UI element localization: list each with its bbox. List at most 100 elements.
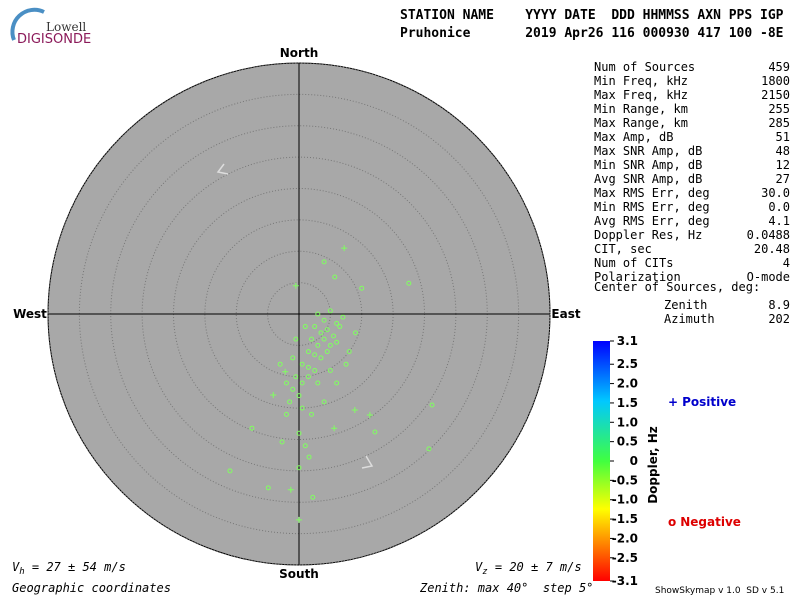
source-point: [334, 320, 340, 326]
legend-name: Positive: [682, 395, 736, 409]
source-point: [290, 355, 296, 361]
source-point: [334, 339, 340, 345]
source-point: [315, 342, 321, 348]
source-point: [292, 282, 299, 289]
stat-value: 202: [768, 312, 790, 326]
source-point: [265, 485, 271, 491]
source-point: [293, 336, 299, 342]
source-point: [426, 446, 432, 452]
stat-label: Doppler Res, Hz: [594, 228, 702, 242]
stat-value: O-mode: [747, 270, 790, 284]
vh-text: Vh = 27 ± 54 m/s: [12, 560, 126, 577]
source-point: [327, 367, 333, 373]
stat-value: 12: [776, 158, 790, 172]
stat-label: Min Freq, kHz: [594, 74, 688, 88]
stat-value: 255: [768, 102, 790, 116]
source-point: [346, 349, 352, 355]
source-point: [315, 311, 321, 317]
stat-value: 285: [768, 116, 790, 130]
source-point: [277, 361, 283, 367]
header-values: Pruhonice 2019 Apr26 116 000930 417 100 …: [400, 26, 784, 41]
direction-label: North: [280, 46, 318, 60]
source-point: [312, 324, 318, 330]
stat-value: 8.9: [768, 298, 790, 312]
source-point: [302, 443, 308, 449]
stat-label: Zenith: [664, 298, 707, 312]
legend-name: Negative: [680, 515, 741, 529]
stat-label: Min SNR Amp, dB: [594, 158, 702, 172]
colorbar-tick-label: -1.5: [612, 512, 638, 526]
colorbar-tick-label: 2.0: [617, 377, 638, 391]
stat-value: 0.0: [768, 200, 790, 214]
source-point: [372, 429, 378, 435]
stat-value: 30.0: [761, 186, 790, 200]
source-point: [343, 361, 349, 367]
source-point: [305, 364, 311, 370]
logo-swoosh: [10, 7, 45, 41]
source-point: [341, 245, 348, 252]
source-point: [315, 380, 321, 386]
source-point: [312, 367, 318, 373]
source-point: [309, 336, 315, 342]
direction-label: East: [551, 307, 580, 321]
colorbar-tick-label: 0.5: [617, 435, 638, 449]
stat-label: Max RMS Err, deg: [594, 186, 710, 200]
colorbar-tick-label: -0.5: [612, 473, 638, 487]
legend-marker: +: [668, 395, 678, 409]
stat-label: Avg SNR Amp, dB: [594, 172, 702, 186]
source-point: [310, 494, 316, 500]
source-point: [299, 361, 305, 367]
colorbar-tick-label: 2.5: [617, 357, 638, 371]
source-point: [351, 407, 358, 414]
stat-label: CIT, sec: [594, 242, 652, 256]
source-point: [302, 324, 308, 330]
colorbar-tick-label: 1.5: [617, 396, 638, 410]
source-point: [327, 342, 333, 348]
source-point: [331, 333, 337, 339]
direction-label: South: [279, 567, 319, 581]
stat-value: 4: [783, 256, 790, 270]
stat-value: 0.0488: [747, 228, 790, 242]
stat-value: 48: [776, 144, 790, 158]
stat-value: 2150: [761, 88, 790, 102]
source-point: [270, 391, 277, 398]
stat-label: Max Freq, kHz: [594, 88, 688, 102]
source-point: [318, 355, 324, 361]
marker-glyph: [216, 163, 229, 175]
coords-text: Geographic coordinates: [12, 581, 171, 595]
stat-label: Num of Sources: [594, 60, 695, 74]
source-point: [296, 516, 302, 523]
source-point: [287, 486, 294, 493]
source-point: [321, 336, 327, 342]
stat-label: Azimuth: [664, 312, 715, 326]
source-point: [324, 349, 330, 355]
stat-label: Max SNR Amp, dB: [594, 144, 702, 158]
source-point: [296, 430, 302, 436]
source-point: [299, 380, 305, 386]
stat-label: Max Amp, dB: [594, 130, 673, 144]
source-point: [321, 399, 327, 405]
stat-value: 51: [776, 130, 790, 144]
source-point: [334, 380, 340, 386]
colorbar-label: Doppler, Hz: [646, 426, 660, 504]
source-point: [352, 330, 358, 336]
stat-value: 4.1: [768, 214, 790, 228]
source-point: [287, 399, 293, 405]
source-point: [279, 439, 285, 445]
stat-label: Max Range, km: [594, 116, 688, 130]
source-point: [332, 274, 338, 280]
colorbar-tick-label: 0: [630, 454, 638, 468]
colorbar-tick-label: -2.0: [612, 531, 638, 545]
source-point: [321, 259, 327, 265]
colorbar-tick-label: -1.0: [612, 493, 638, 507]
colorbar: [593, 341, 610, 581]
source-point: [337, 324, 343, 330]
source-point: [359, 285, 365, 291]
source-point: [309, 411, 315, 417]
source-point: [366, 412, 373, 419]
colorbar-tick-label: 3.1: [617, 334, 638, 348]
legend-marker: o: [668, 515, 676, 529]
source-point: [312, 352, 318, 358]
stat-label: Min RMS Err, deg: [594, 200, 710, 214]
